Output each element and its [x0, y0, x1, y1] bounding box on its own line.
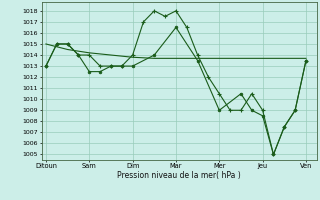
X-axis label: Pression niveau de la mer( hPa ): Pression niveau de la mer( hPa )	[117, 171, 241, 180]
